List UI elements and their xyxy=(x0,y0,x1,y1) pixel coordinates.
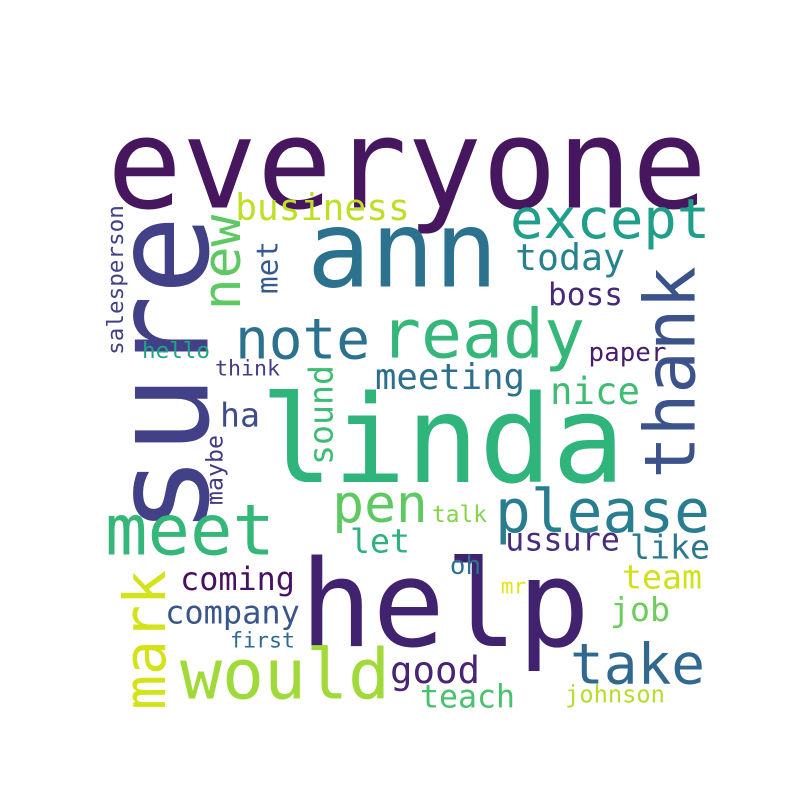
word-take: take xyxy=(570,633,705,698)
word-linda: linda xyxy=(260,369,625,511)
word-talk: talk xyxy=(432,502,487,528)
word-except: except xyxy=(510,188,710,252)
word-like: like xyxy=(630,528,710,567)
word-mark: mark xyxy=(111,570,179,710)
word-meeting: meeting xyxy=(375,357,525,398)
word-ha: ha xyxy=(220,396,260,435)
word-paper: paper xyxy=(589,338,667,368)
word-maybe: maybe xyxy=(202,435,229,505)
word-ann: ann xyxy=(307,189,498,312)
word-nice: nice xyxy=(550,369,640,413)
word-team: team xyxy=(622,558,702,597)
word-thank: thank xyxy=(629,266,712,479)
word-pen: pen xyxy=(332,474,428,535)
word-ussure: ussure xyxy=(505,522,620,559)
word-oh: oh xyxy=(450,551,481,581)
word-new: new xyxy=(192,215,253,311)
word-sure: sure xyxy=(86,215,240,535)
word-note: note xyxy=(235,308,370,373)
word-business: business xyxy=(235,186,410,229)
word-help: help xyxy=(300,535,590,675)
word-good: good xyxy=(390,648,480,692)
word-met: met xyxy=(251,241,285,294)
word-job: job xyxy=(610,590,670,629)
word-teach: teach xyxy=(420,680,515,716)
word-think: think xyxy=(215,357,280,382)
word-johnson: johnson xyxy=(565,681,665,709)
word-coming: coming xyxy=(180,561,295,598)
word-salesperson: salesperson xyxy=(103,205,129,355)
word-please: please xyxy=(495,478,710,547)
word-today: today xyxy=(515,236,625,279)
word-everyone: everyone xyxy=(107,93,707,238)
word-hello: hello xyxy=(142,338,210,364)
word-let: let xyxy=(350,522,410,561)
word-sound: sound xyxy=(302,365,341,465)
word-meet: meet xyxy=(105,489,275,572)
word-ready: ready xyxy=(380,296,585,375)
word-company: company xyxy=(165,594,300,632)
word-mr: mr xyxy=(501,574,527,599)
word-boss: boss xyxy=(548,277,623,313)
word-would: would xyxy=(180,635,390,716)
word-first: first xyxy=(230,629,295,654)
